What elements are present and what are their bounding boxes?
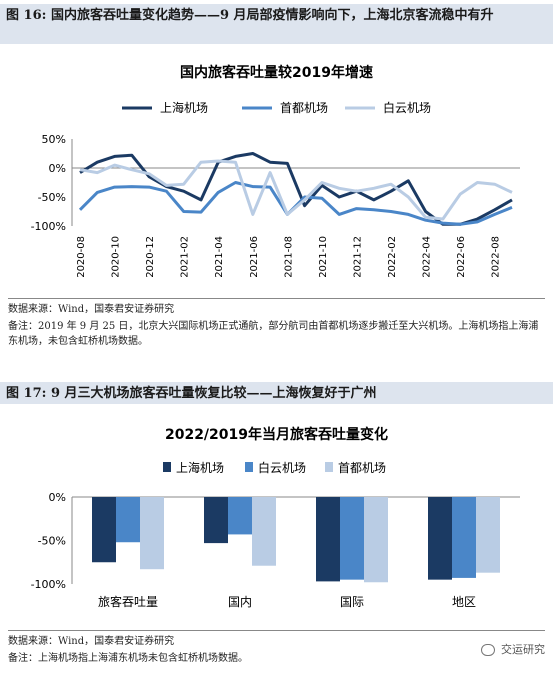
legend-label-3: 首都机场: [338, 461, 386, 475]
y-tick-label: -50%: [38, 535, 66, 548]
series-line-3: [79, 159, 513, 221]
bar: [252, 497, 276, 566]
chart2-title: 2022/2019年当月旅客吞吐量变化: [164, 427, 389, 443]
legend-label-2: 白云机场: [258, 460, 306, 475]
figure-16-rule: [8, 298, 545, 299]
bar: [364, 497, 388, 583]
figure-17-source: 数据来源：Wind，国泰君安证券研究: [8, 636, 175, 647]
chat-icon: [480, 644, 495, 656]
figure-17-rule: [8, 630, 545, 631]
x-tick-label: 2022-08: [491, 236, 502, 278]
legend-label-2: 首都机场: [280, 101, 328, 115]
chart1-title: 国内旅客吞吐量较2019年增速: [180, 65, 373, 81]
y-tick-label: -100%: [31, 578, 66, 591]
watermark-text: 交运研究: [501, 643, 545, 656]
figure-17-title: 图 17: 9 月三大机场旅客吞吐量恢复比较——上海恢复好于广州: [6, 386, 377, 401]
legend-label-1: 上海机场: [176, 460, 224, 475]
y-tick-label: 0%: [49, 162, 66, 175]
x-tick-label: 2021-08: [283, 236, 294, 278]
y-tick-label: -100%: [31, 220, 66, 233]
x-tick-label: 2020-10: [111, 236, 122, 278]
x-tick-label: 2021-06: [249, 236, 260, 278]
bar: [476, 497, 500, 573]
legend-swatch-2: [245, 462, 253, 472]
watermark: 交运研究: [480, 641, 545, 657]
x-tick-label: 2022-02: [387, 236, 398, 278]
legend-label-3: 白云机场: [383, 100, 431, 115]
legend-label-1: 上海机场: [160, 100, 208, 115]
bar: [452, 497, 476, 578]
figure-17-header: 图 17: 9 月三大机场旅客吞吐量恢复比较——上海恢复好于广州: [0, 382, 553, 404]
bar: [204, 497, 228, 544]
bar: [228, 497, 252, 535]
bar-chart: 上海机场 白云机场 首都机场 0% -50% -100% 旅客吞吐量 国内 国际 地区: [31, 460, 520, 609]
x-tick-label: 2021-12: [352, 236, 363, 278]
line-chart: 上海机场 首都机场 白云机场 50% 0% -50% -100% 2020-08 2020-10…: [31, 100, 520, 278]
bar: [428, 497, 452, 580]
x-category-label: 旅客吞吐量: [98, 594, 158, 609]
x-tick-label: 2021-10: [318, 236, 329, 278]
bar: [340, 497, 364, 580]
x-tick-label: 2021-04: [214, 236, 225, 278]
x-tick-label: 2022-04: [422, 236, 433, 278]
legend-swatch-3: [325, 462, 333, 472]
figure-16-title: 图 16: 国内旅客吞吐量变化趋势——9 月局部疫情影响向下，上海北京客流稳中有…: [6, 8, 494, 23]
x-category-label: 地区: [452, 595, 476, 609]
x-tick-label: 2020-08: [76, 236, 87, 278]
figure-16-note: 备注：2019 年 9 月 25 日，北京大兴国际机场正式通航，部分航司由首都机…: [8, 321, 539, 347]
y-tick-label: 0%: [49, 491, 66, 504]
figure-16-header: 图 16: 国内旅客吞吐量变化趋势——9 月局部疫情影响向下，上海北京客流稳中有…: [0, 4, 553, 44]
legend-swatch-1: [163, 462, 171, 472]
x-tick-label: 2020-12: [145, 236, 156, 278]
x-category-label: 国际: [340, 595, 364, 609]
x-category-label: 国内: [228, 595, 252, 609]
x-tick-label: 2022-06: [456, 236, 467, 278]
bar: [140, 497, 164, 570]
bar: [316, 497, 340, 582]
y-tick-label: 50%: [42, 133, 66, 146]
x-tick-label: 2021-02: [180, 236, 191, 278]
y-tick-label: -50%: [38, 191, 66, 204]
figure-16-source: 数据来源：Wind，国泰君安证券研究: [8, 304, 175, 315]
bar: [92, 497, 116, 563]
bar: [116, 497, 140, 543]
figure-17-note: 备注：上海机场指上海浦东机场未包含虹桥机场数据。: [8, 653, 248, 664]
series-line-2: [78, 181, 513, 226]
